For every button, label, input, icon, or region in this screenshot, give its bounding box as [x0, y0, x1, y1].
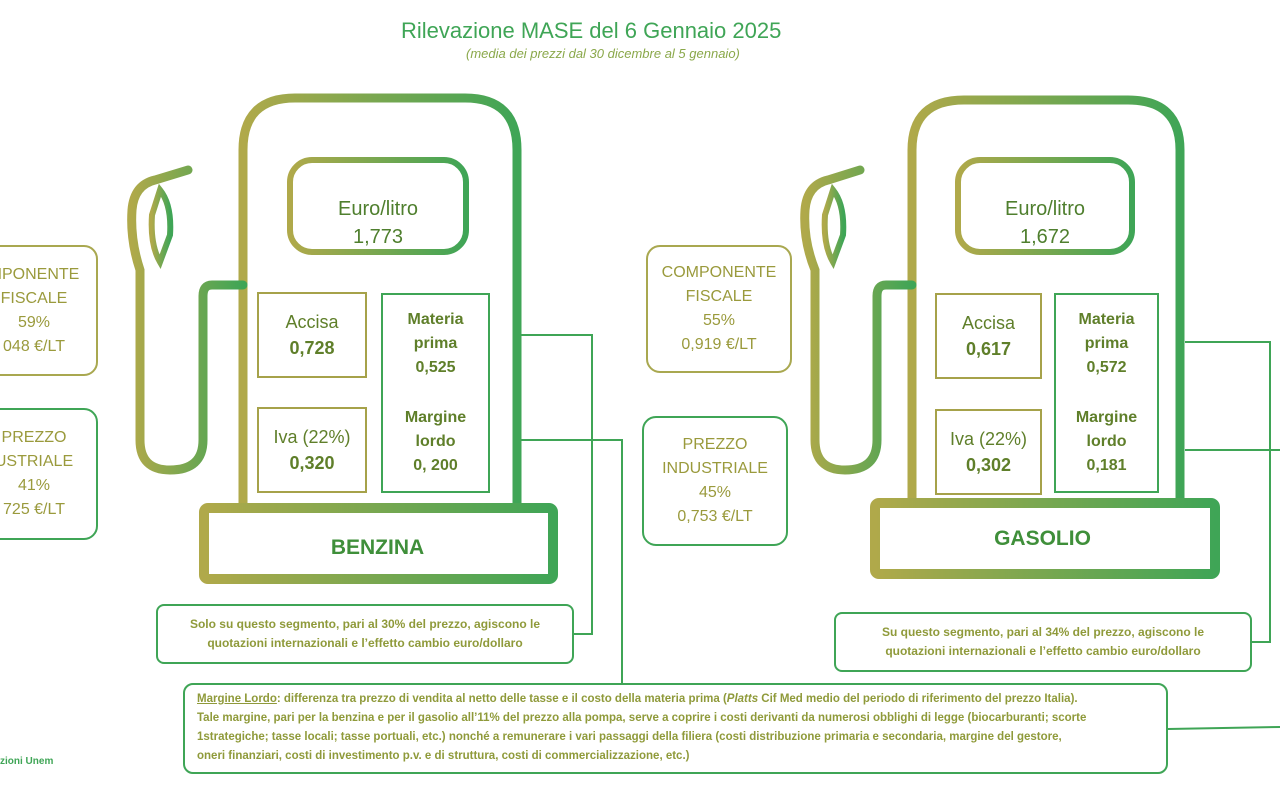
fiscal-percent: 55% — [702, 312, 736, 329]
definition-term: Margine Lordo — [197, 693, 277, 705]
industrial-line: INDUSTRIALE — [662, 460, 768, 477]
materia-label: prima — [413, 335, 458, 352]
materia-value: 0,572 — [1086, 359, 1127, 376]
gasolio-industrial-cell: Materia prima 0,572 Margine lordo 0,181 — [1054, 293, 1159, 493]
margine-label: Margine — [1075, 409, 1138, 426]
note-line: Su questo segmento, pari al 34% del prez… — [881, 625, 1205, 639]
gasolio-euro-display: Euro/litro 1,672 — [965, 195, 1125, 251]
fiscal-amount: 0,919 €/LT — [681, 336, 757, 353]
margine-lordo-definition: Margine Lordo: differenza tra prezzo di … — [183, 683, 1168, 774]
euro-value: 1,672 — [1019, 226, 1071, 248]
page-subtitle: (media dei prezzi dal 30 dicembre al 5 g… — [466, 46, 740, 61]
materia-label: Materia — [407, 311, 464, 328]
note-line: quotazioni internazionali e l’effetto ca… — [207, 636, 523, 650]
iva-value: 0,302 — [965, 455, 1012, 475]
iva-label: Iva (22%) — [273, 427, 351, 447]
source-credit: zioni Unem — [0, 756, 54, 767]
industrial-percent: 41% — [17, 477, 51, 494]
iva-value: 0,320 — [289, 453, 335, 473]
benzina-label: BENZINA — [330, 536, 425, 559]
fiscal-line: MPONENTE — [0, 265, 80, 283]
definition-italic: Platts — [726, 693, 759, 705]
gasolio-note: Su questo segmento, pari al 34% del prez… — [834, 612, 1252, 672]
fiscal-line: COMPONENTE — [661, 264, 777, 281]
materia-label: Materia — [1078, 311, 1135, 328]
euro-label: Euro/litro — [337, 198, 419, 220]
margine-value: 0,181 — [1086, 457, 1127, 474]
definition-line: Tale margine, pari per la benzina e per … — [197, 712, 1087, 724]
fiscal-amount: 048 €/LT — [3, 337, 65, 355]
euro-value: 1,773 — [352, 226, 404, 248]
accisa-value: 0,617 — [965, 339, 1012, 359]
definition-text: Cif Med medio del periodo di riferimento… — [758, 693, 1078, 705]
industrial-percent: 45% — [698, 484, 732, 501]
fiscal-percent: 59% — [17, 313, 51, 331]
margine-label: lordo — [1086, 433, 1127, 450]
gasolio-pump-icon — [800, 95, 1220, 579]
benzina-industrial-cell: Materia prima 0,525 Margine lordo 0, 200 — [381, 293, 490, 493]
page-title: Rilevazione MASE del 6 Gennaio 2025 — [401, 18, 782, 43]
definition-line: Margine Lordo: differenza tra prezzo di … — [197, 690, 1154, 709]
benzina-note: Solo su questo segmento, pari al 30% del… — [156, 604, 574, 664]
materia-label: prima — [1084, 335, 1129, 352]
gasolio-iva-cell: Iva (22%) 0,302 — [935, 409, 1042, 495]
benzina-pump-icon — [127, 93, 558, 584]
industrial-line: USTRIALE — [0, 453, 74, 470]
margine-value: 0, 200 — [413, 457, 458, 474]
gasolio-fiscal-box: COMPONENTE FISCALE 55% 0,919 €/LT — [646, 245, 792, 373]
benzina-industrial-box: PREZZO USTRIALE 41% 725 €/LT — [0, 408, 98, 540]
benzina-euro-display: Euro/litro 1,773 — [298, 195, 458, 251]
margine-label: lordo — [415, 433, 456, 450]
margine-label: Margine — [404, 409, 467, 426]
note-line: Solo su questo segmento, pari al 30% del… — [189, 617, 541, 631]
iva-label: Iva (22%) — [949, 429, 1028, 449]
industrial-amount: 0,753 €/LT — [677, 508, 753, 525]
industrial-line: PREZZO — [1, 429, 67, 446]
benzina-iva-cell: Iva (22%) 0,320 — [257, 407, 367, 493]
accisa-label: Accisa — [285, 312, 339, 332]
accisa-value: 0,728 — [289, 338, 335, 358]
fiscal-line: FISCALE — [685, 288, 753, 305]
definition-line: oneri finanziari, costi di investimento … — [197, 750, 690, 762]
fiscal-line: FISCALE — [0, 289, 68, 307]
benzina-accisa-cell: Accisa 0,728 — [257, 292, 367, 378]
gasolio-industrial-box: PREZZO INDUSTRIALE 45% 0,753 €/LT — [642, 416, 788, 546]
note-line: quotazioni internazionali e l’effetto ca… — [885, 644, 1201, 658]
definition-line: 1strategiche; tasse locali; tasse portua… — [197, 731, 1062, 743]
euro-label: Euro/litro — [1004, 198, 1086, 220]
definition-text: : differenza tra prezzo di vendita al ne… — [276, 693, 727, 705]
gasolio-label: GASOLIO — [994, 527, 1091, 550]
industrial-line: PREZZO — [682, 436, 748, 453]
benzina-fiscal-box: MPONENTE FISCALE 59% 048 €/LT — [0, 245, 98, 376]
connector-lines — [520, 334, 1280, 730]
materia-value: 0,525 — [415, 359, 456, 376]
gasolio-accisa-cell: Accisa 0,617 — [935, 293, 1042, 379]
accisa-label: Accisa — [961, 313, 1015, 333]
industrial-amount: 725 €/LT — [3, 501, 65, 518]
